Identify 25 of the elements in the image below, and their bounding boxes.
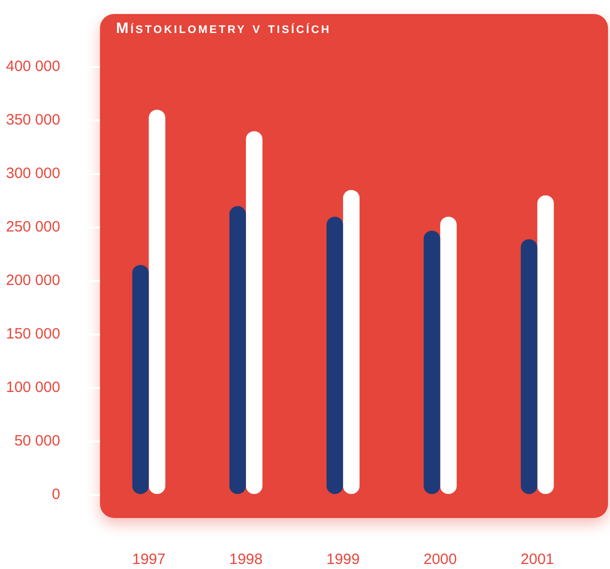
bar — [326, 216, 344, 494]
bar — [440, 216, 457, 494]
bar — [520, 239, 538, 494]
y-tick-label: 50 000 — [14, 432, 60, 450]
y-tick-label: 150 000 — [6, 326, 60, 343]
bar — [343, 190, 360, 494]
bar — [132, 264, 149, 494]
y-tick-label: 0 — [52, 486, 60, 504]
x-tick-label: 1997 — [132, 551, 166, 568]
y-tick-label: 400 000 — [6, 58, 60, 76]
y-tick-label: 250 000 — [6, 218, 60, 236]
y-tick-label: 200 000 — [6, 272, 60, 290]
y-tick-label: 300 000 — [6, 165, 60, 182]
x-tick-label: 1999 — [326, 551, 360, 568]
bar — [229, 206, 246, 494]
bar — [246, 131, 262, 494]
x-tick-label: 1998 — [229, 551, 263, 568]
bar — [424, 230, 440, 494]
x-tick-label: 2001 — [520, 551, 554, 568]
chart-title: Místokilometry v tisících — [116, 20, 332, 37]
y-tick-label: 100 000 — [6, 379, 60, 396]
bar — [148, 110, 166, 494]
x-tick-label: 2000 — [423, 551, 457, 568]
y-tick-label: 350 000 — [6, 112, 60, 129]
bar — [537, 195, 554, 494]
